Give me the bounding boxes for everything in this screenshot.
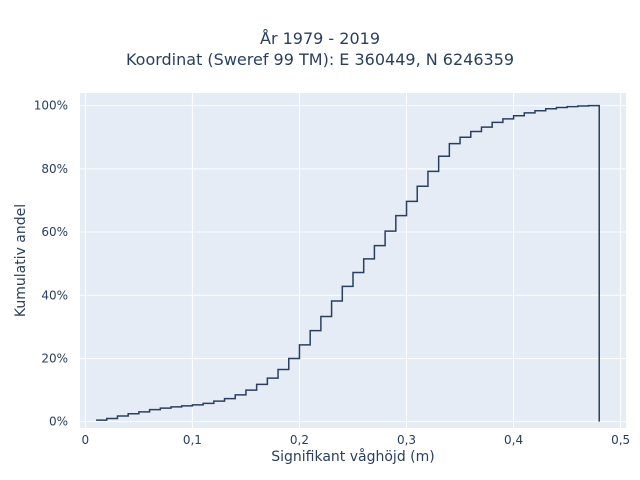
- x-tick-label: 0,3: [397, 433, 416, 447]
- x-gridlines: [84, 93, 622, 428]
- y-axis-tick-labels: 0% 20% 40% 60% 80% 100%: [34, 99, 68, 429]
- series-layer: [96, 104, 600, 422]
- plot-area: [80, 93, 626, 428]
- y-tick-label: 20%: [41, 351, 68, 365]
- y-tick-label: 100%: [34, 99, 68, 113]
- x-tick-label: 0,2: [290, 433, 309, 447]
- x-tick-label: 0,4: [504, 433, 523, 447]
- cumulative-step-line: [96, 104, 600, 422]
- y-tick-label: 60%: [41, 225, 68, 239]
- y-tick-label: 40%: [41, 288, 68, 302]
- y-tick-label: 0%: [49, 415, 68, 429]
- y-axis-title: Kumulativ andel: [13, 204, 29, 317]
- y-gridlines: [80, 105, 626, 423]
- y-tick-label: 80%: [41, 162, 68, 176]
- x-tick-label: 0: [82, 433, 90, 447]
- chart-title-line-1: År 1979 - 2019: [260, 29, 380, 48]
- x-tick-label: 0,5: [611, 433, 630, 447]
- x-tick-label: 0,1: [183, 433, 202, 447]
- x-axis-title: Signifikant våghöjd (m): [271, 448, 434, 465]
- chart-title-line-2: Koordinat (Sweref 99 TM): E 360449, N 62…: [125, 50, 515, 69]
- x-axis-tick-labels: 0 0,1 0,2 0,3 0,4 0,5: [82, 433, 631, 447]
